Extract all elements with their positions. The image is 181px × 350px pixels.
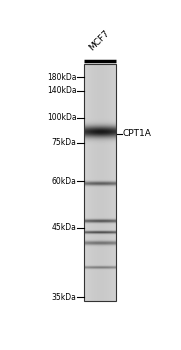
Text: CPT1A: CPT1A: [123, 129, 152, 138]
Text: 75kDa: 75kDa: [52, 138, 77, 147]
Text: 100kDa: 100kDa: [47, 113, 77, 122]
Bar: [84, 64, 116, 301]
Text: 45kDa: 45kDa: [52, 223, 77, 232]
Text: 60kDa: 60kDa: [52, 177, 77, 186]
Text: 180kDa: 180kDa: [47, 72, 77, 82]
Text: 140kDa: 140kDa: [47, 86, 77, 95]
Text: MCF7: MCF7: [88, 29, 111, 53]
Text: 35kDa: 35kDa: [52, 293, 77, 302]
